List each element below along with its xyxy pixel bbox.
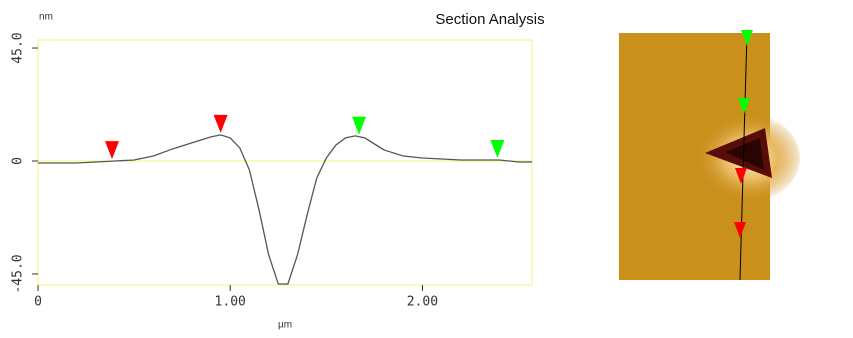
cursor [352,117,366,135]
x-tick-label: 0 [34,295,42,310]
chart-title: Section Analysis [435,11,544,28]
y-tick-label: -45.0 [11,254,26,293]
y-unit: nm [39,12,53,23]
y-tick-label: 0 [11,157,26,165]
afm-image [619,30,800,280]
x-tick-label: 1.00 [215,295,246,310]
x-label: µm [278,320,292,331]
x-tick-label: 2.00 [407,295,438,310]
plot-frame [38,40,532,285]
y-tick-label: 45.0 [11,32,26,63]
cursor [214,115,228,133]
cursor [105,141,119,159]
screen: Section Analysis nm µm 45.0 0 -45.0 0 1.00 2.… [0,0,853,338]
cursor [490,140,504,158]
